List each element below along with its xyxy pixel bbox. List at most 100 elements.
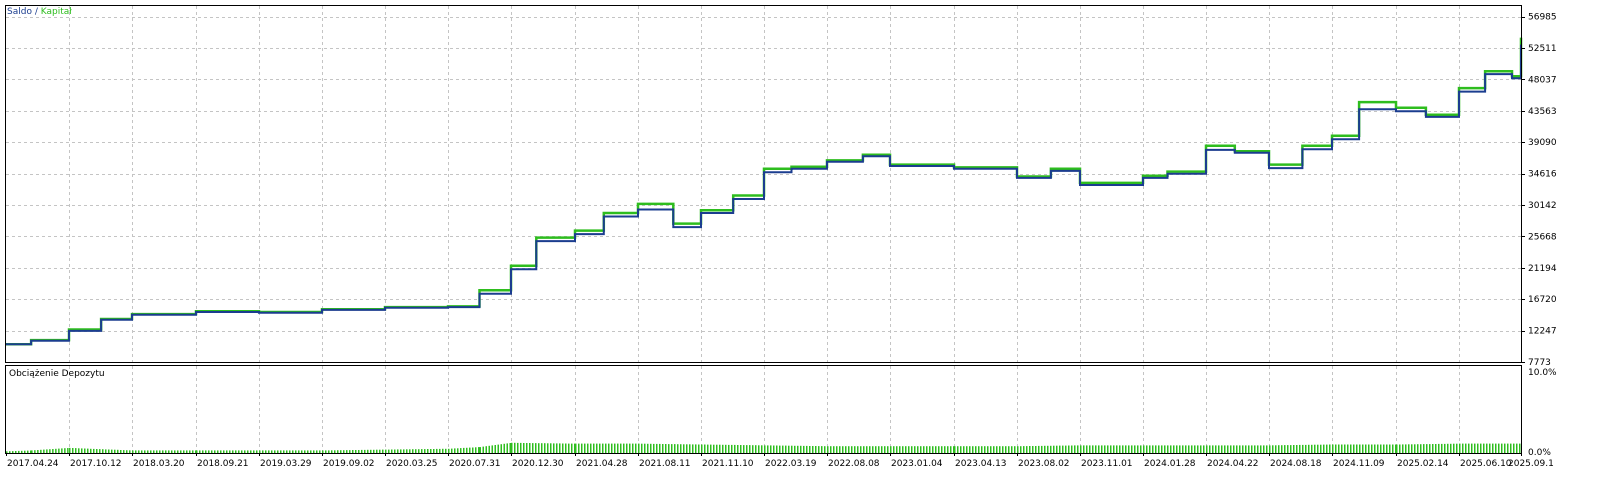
deposit-load-bar — [899, 446, 901, 453]
deposit-load-bar — [141, 450, 143, 453]
deposit-load-bar — [1251, 445, 1253, 453]
deposit-load-bar — [1299, 444, 1301, 453]
deposit-load-bar — [337, 450, 339, 453]
deposit-load-bar — [90, 448, 92, 454]
deposit-load-bar — [162, 450, 164, 453]
deposit-load-bar — [614, 443, 616, 453]
deposit-load-bar — [1441, 443, 1443, 453]
deposit-load-bar — [289, 450, 291, 453]
deposit-load-bar — [479, 447, 481, 453]
deposit-load-bar — [1338, 444, 1340, 453]
deposit-load-bar — [1516, 443, 1518, 453]
deposit-load-bar — [511, 442, 513, 453]
deposit-load-bar — [1417, 444, 1419, 453]
y-tick-label: 34616 — [1528, 170, 1557, 180]
deposit-load-bar — [1501, 443, 1503, 453]
deposit-load-bar — [361, 449, 363, 453]
deposit-load-bar — [174, 450, 176, 453]
deposit-load-bar — [1239, 445, 1241, 453]
deposit-load-bar — [186, 450, 188, 453]
deposit-load-bar — [520, 442, 522, 453]
deposit-load-bar — [984, 446, 986, 453]
deposit-load-bar — [686, 444, 688, 453]
deposit-load-bar — [722, 444, 724, 453]
deposit-load-bar — [1182, 445, 1184, 453]
y-tick-label: 21194 — [1528, 264, 1557, 274]
x-tick-label: 2017.10.12 — [70, 459, 122, 469]
deposit-load-y-tick-label: 0.0% — [1528, 448, 1551, 458]
deposit-load-bar — [963, 446, 965, 453]
deposit-load-bar — [1341, 444, 1343, 453]
deposit-load-bar — [541, 443, 543, 453]
deposit-load-bar — [1227, 445, 1229, 453]
deposit-load-y-tick-label: 10.0% — [1528, 368, 1557, 378]
deposit-load-bar — [1513, 443, 1515, 453]
deposit-load-bar — [1438, 443, 1440, 453]
deposit-load-bar — [189, 450, 191, 453]
deposit-load-bar — [1167, 445, 1169, 453]
deposit-load-bar — [43, 449, 45, 453]
deposit-load-bar — [996, 446, 998, 453]
deposit-load-bar — [779, 445, 781, 453]
deposit-load-bar — [893, 446, 895, 453]
deposit-load-bar — [830, 446, 832, 453]
deposit-load-bar — [1068, 445, 1070, 453]
deposit-load-bar — [1161, 445, 1163, 453]
deposit-load-bar — [1272, 445, 1274, 453]
deposit-load-bar — [562, 443, 564, 453]
deposit-load-bar — [1020, 446, 1022, 453]
deposit-load-bar — [235, 450, 237, 453]
x-tick-label: 2024.11.09 — [1333, 459, 1385, 469]
x-tick-label: 2018.09.21 — [197, 459, 249, 469]
x-tick-label: 2021.08.11 — [639, 459, 691, 469]
deposit-load-bar — [869, 446, 871, 453]
deposit-load-bar — [430, 449, 432, 453]
deposit-load-bar — [1230, 445, 1232, 453]
legend: Saldo / Kapitał — [7, 7, 72, 17]
deposit-load-bar — [1179, 445, 1181, 453]
deposit-load-bar — [550, 443, 552, 453]
deposit-load-bar — [6, 451, 8, 453]
legend-saldo: Saldo — [7, 7, 32, 17]
deposit-load-bar — [205, 450, 207, 453]
deposit-load-bar — [376, 449, 378, 453]
deposit-load-bar — [740, 445, 742, 453]
deposit-load-bar — [1278, 445, 1280, 453]
deposit-load-bar — [920, 446, 922, 453]
deposit-load-bar — [1356, 444, 1358, 453]
deposit-load-bar — [126, 450, 128, 453]
deposit-load-bar — [1353, 444, 1355, 453]
deposit-load-bar — [1065, 445, 1067, 453]
deposit-load-bar — [256, 450, 258, 453]
deposit-load-bar — [1263, 445, 1265, 453]
deposit-load-bar — [941, 446, 943, 453]
deposit-load-bar — [144, 450, 146, 453]
deposit-load-bar — [280, 450, 282, 453]
deposit-load-bar — [81, 448, 83, 453]
deposit-load-bar — [129, 450, 131, 453]
deposit-load-bar — [866, 446, 868, 453]
deposit-load-bar — [553, 443, 555, 453]
deposit-load-bar — [890, 446, 892, 453]
deposit-load-bar — [208, 450, 210, 453]
deposit-load-bar — [460, 448, 462, 453]
deposit-load-bar — [322, 450, 324, 453]
deposit-load-bar — [349, 450, 351, 453]
deposit-load-bar — [800, 445, 802, 453]
y-tick-label: 16720 — [1528, 295, 1557, 305]
deposit-load-bar — [159, 450, 161, 453]
deposit-load-bar — [31, 450, 33, 453]
deposit-load-bar — [123, 450, 125, 453]
deposit-load-bar — [1405, 444, 1407, 453]
deposit-load-bar — [1035, 446, 1037, 453]
deposit-load-bar — [241, 450, 243, 453]
deposit-load-bar — [644, 443, 646, 453]
deposit-load-bar — [373, 449, 375, 453]
deposit-load-bar — [485, 446, 487, 453]
deposit-load-bar — [1164, 445, 1166, 453]
deposit-load-bar — [1483, 443, 1485, 453]
deposit-load-bar — [310, 450, 312, 453]
deposit-load-bar — [34, 450, 36, 453]
deposit-load-bar — [821, 446, 823, 453]
deposit-load-bar — [250, 450, 252, 453]
